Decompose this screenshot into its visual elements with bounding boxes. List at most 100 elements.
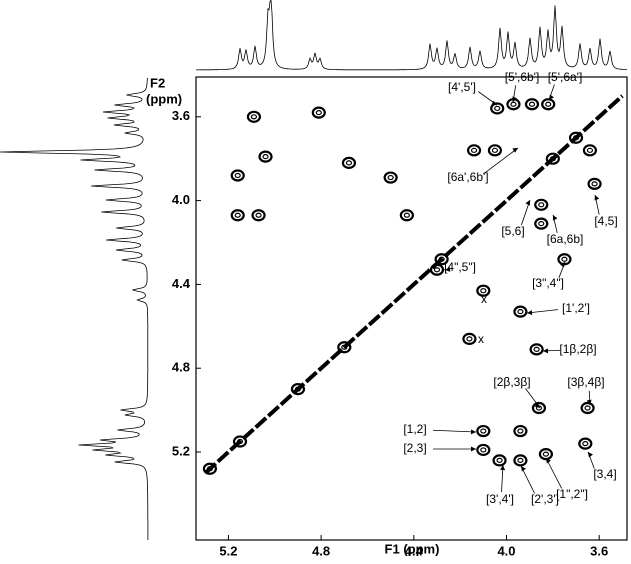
contour-outer: [513, 424, 528, 438]
cross-peak: [490, 102, 505, 115]
contour-outer: [545, 152, 560, 165]
contour-outer: [534, 198, 549, 211]
cross-peak: [587, 177, 602, 190]
contour-inner: [480, 447, 487, 453]
cross-peak: [524, 98, 540, 111]
contour-outer: [230, 209, 245, 222]
contour-inner: [234, 212, 241, 218]
contour-outer: [434, 253, 449, 266]
contour-outer: [513, 454, 528, 467]
annotation: [5',6b']: [505, 70, 540, 84]
cross-peak: [290, 383, 306, 396]
arrow-head: [527, 310, 533, 316]
y-tick-label: 4.8: [172, 360, 190, 375]
arrow-head: [559, 262, 565, 268]
contour-inner: [584, 405, 591, 411]
contour-outer: [587, 177, 602, 190]
annotation: [5',6a']: [548, 70, 583, 84]
annotation: [1,2]: [403, 422, 426, 436]
contour-inner: [466, 336, 473, 342]
cross-peak: [434, 253, 449, 266]
cross-peak: [232, 435, 248, 448]
y-axis-unit: (ppm): [146, 91, 182, 106]
cross-peak: [230, 209, 245, 222]
contour-inner: [538, 202, 545, 208]
contour-outer: [383, 171, 398, 184]
arrow-head: [594, 195, 600, 201]
contour-inner: [496, 457, 503, 463]
contour-inner: [561, 256, 568, 262]
annotation: x: [478, 332, 484, 346]
cross-peak: [476, 443, 491, 457]
contour-inner: [528, 101, 536, 107]
cross-peak: [513, 454, 528, 467]
arrow-head: [470, 429, 476, 435]
contour-outer: [290, 383, 306, 396]
contour-inner: [255, 212, 262, 218]
contour-inner: [234, 172, 241, 179]
arrow-head: [491, 100, 497, 106]
arrow-head: [552, 215, 558, 221]
contour-outer: [580, 401, 595, 415]
annotation-arrow: [526, 309, 559, 314]
contour-outer: [230, 169, 245, 182]
contour-outer: [529, 343, 544, 356]
x-tick-label: 5.2: [219, 543, 237, 558]
arrow-head: [521, 466, 526, 472]
annotation: [5,6]: [501, 224, 524, 238]
annotation: [4,5]: [594, 214, 617, 228]
contour-outer: [399, 209, 414, 222]
contour-outer: [538, 448, 553, 461]
contour-inner: [542, 451, 549, 457]
contour-outer: [251, 209, 266, 222]
cross-peak: [258, 150, 273, 163]
y-tick-label: 3.6: [172, 108, 190, 123]
cross-peak: [545, 152, 560, 165]
cross-peak: [578, 437, 593, 450]
arrow-head: [586, 399, 592, 405]
cross-peak: [580, 401, 595, 415]
contour-inner: [470, 147, 478, 153]
contour-inner: [533, 346, 540, 352]
contour-outer: [487, 144, 503, 157]
annotation: [3",4"]: [532, 276, 564, 290]
contour-outer: [476, 424, 491, 438]
contour-outer: [466, 144, 482, 157]
cross-peak: [531, 401, 547, 415]
contour-outer: [513, 305, 528, 318]
cross-peak: [202, 462, 218, 475]
annotation: x: [481, 292, 487, 306]
contour-outer: [524, 98, 540, 111]
contour-outer: [582, 144, 598, 157]
contour-inner: [572, 135, 580, 141]
contour-outer: [429, 263, 445, 276]
annotation: [3',4']: [486, 492, 514, 506]
contour-inner: [480, 288, 487, 294]
arrow-head: [549, 94, 554, 100]
contour-outer: [341, 156, 357, 169]
contour-outer: [246, 110, 262, 123]
annotation: [6a,6b]: [547, 232, 584, 246]
x-tick-label: 4.8: [312, 543, 330, 558]
contour-inner: [491, 147, 499, 153]
annotation-arrow: [432, 429, 477, 433]
cross-peak: [251, 209, 266, 222]
cross-peak: [337, 341, 352, 354]
arrow-head: [500, 465, 506, 471]
contour-outer: [578, 437, 593, 450]
x-tick-label: 4.0: [497, 543, 515, 558]
contour-inner: [345, 160, 353, 166]
cross-peak: [513, 305, 528, 318]
cross-peak: [534, 198, 549, 211]
annotation: [6a',6b']: [447, 170, 488, 184]
annotation: [3β,4β]: [567, 375, 604, 389]
contour-inner: [582, 441, 589, 447]
arrow-head: [525, 200, 530, 206]
contour-inner: [341, 344, 348, 350]
y-tick-label: 4.0: [172, 192, 190, 207]
y-axis-label: F2: [150, 75, 165, 90]
cross-peak: [429, 263, 445, 276]
y-tick-label: 4.4: [172, 276, 191, 291]
cross-peak: [246, 110, 262, 123]
arrow-head: [445, 266, 451, 272]
